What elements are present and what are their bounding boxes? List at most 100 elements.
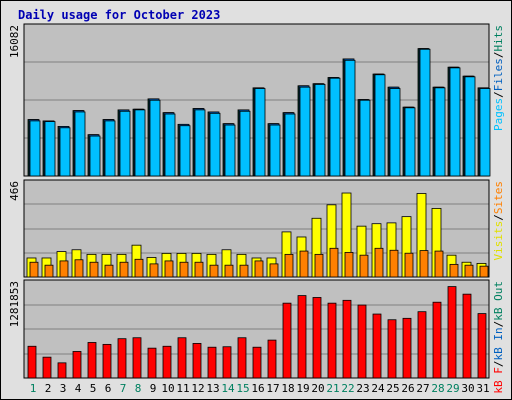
bar-kbf-day-22: [342, 299, 352, 379]
bar-kbf-day-3: [57, 362, 67, 379]
bar-kbf-day-11: [177, 337, 187, 379]
bar-kbf-day-17: [267, 339, 277, 379]
bar-sites-day-29: [449, 263, 459, 278]
bar-sites-day-30: [464, 264, 474, 278]
bar-sites-day-23: [359, 254, 369, 278]
bar-pages-day-8: [134, 109, 146, 177]
bar-kbf-day-29: [447, 286, 457, 379]
bar-kbf-day-13: [207, 346, 217, 379]
bar-kbf-day-24: [372, 313, 382, 379]
bar-kbf-day-30: [462, 293, 472, 379]
bar-pages-day-6: [104, 120, 116, 177]
bar-pages-day-19: [299, 86, 311, 177]
bar-pages-day-26: [404, 107, 416, 177]
bar-sites-day-9: [149, 263, 159, 278]
x-tick-label-day-29: 29: [446, 382, 459, 395]
x-tick-label-day-28: 28: [431, 382, 444, 395]
bar-sites-day-10: [164, 260, 174, 278]
bar-sites-day-7: [119, 261, 129, 278]
bar-sites-day-28: [434, 250, 444, 278]
bar-pages-day-22: [344, 59, 356, 177]
bar-kbf-day-15: [237, 337, 247, 379]
bar-sites-day-17: [269, 263, 279, 278]
bar-kbf-day-8: [132, 337, 142, 379]
bar-kbf-day-23: [357, 304, 367, 379]
x-tick-label-day-17: 17: [266, 382, 279, 395]
x-tick-label-day-22: 22: [341, 382, 354, 395]
bar-pages-day-16: [254, 88, 266, 177]
bar-pages-day-3: [59, 127, 71, 177]
bar-sites-day-18: [284, 253, 294, 278]
bar-sites-day-25: [389, 249, 399, 278]
panel-1-ymax-label: 16082: [8, 25, 21, 58]
bar-pages-day-10: [164, 113, 176, 177]
bar-pages-day-12: [194, 109, 206, 177]
bar-pages-day-27: [419, 48, 431, 177]
x-tick-label-day-7: 7: [120, 382, 127, 395]
x-tick-label-day-23: 23: [356, 382, 369, 395]
bar-pages-day-7: [119, 110, 131, 177]
panel-3-axis-label: kB F/kB In/kB Out: [492, 281, 505, 394]
bar-kbf-day-2: [42, 356, 52, 379]
bar-pages-day-18: [284, 113, 296, 177]
bar-kbf-day-27: [417, 311, 427, 379]
axis-label-segment: kB In: [492, 327, 505, 360]
bar-sites-day-15: [239, 264, 249, 278]
bar-sites-day-6: [104, 264, 114, 278]
bar-kbf-day-31: [477, 313, 487, 379]
bar-pages-day-13: [209, 112, 221, 177]
bar-pages-day-20: [314, 84, 326, 177]
axis-label-segment: /: [492, 321, 505, 328]
bar-pages-day-25: [389, 88, 401, 177]
axis-label-segment: /: [492, 214, 505, 221]
x-tick-label-day-18: 18: [281, 382, 294, 395]
axis-label-segment: /: [492, 52, 505, 59]
bar-sites-day-8: [134, 258, 144, 278]
x-tick-label-day-1: 1: [30, 382, 37, 395]
x-tick-label-day-16: 16: [251, 382, 264, 395]
bar-sites-day-19: [299, 250, 309, 278]
bar-pages-day-9: [149, 99, 161, 177]
axis-label-segment: Files: [492, 58, 505, 91]
bar-sites-day-14: [224, 264, 234, 278]
axis-label-segment: /: [492, 91, 505, 98]
x-tick-label-day-6: 6: [105, 382, 112, 395]
chart-title: Daily usage for October 2023: [18, 8, 221, 22]
x-tick-label-day-14: 14: [221, 382, 235, 395]
x-tick-label-day-12: 12: [191, 382, 204, 395]
bar-kbf-day-14: [222, 346, 232, 379]
axis-label-segment: Sites: [492, 181, 505, 214]
x-tick-label-day-21: 21: [326, 382, 339, 395]
bar-sites-day-24: [374, 247, 384, 278]
bar-pages-day-2: [44, 121, 56, 177]
panel-2-axis-label: Visits/Sites: [492, 181, 505, 261]
bar-sites-day-3: [59, 260, 69, 278]
axis-label-segment: /: [492, 361, 505, 368]
bar-kbf-day-26: [402, 317, 412, 379]
axis-label-segment: kB F: [492, 367, 505, 394]
x-tick-label-day-11: 11: [176, 382, 189, 395]
x-tick-label-day-4: 4: [75, 382, 82, 395]
bar-pages-day-5: [89, 135, 101, 177]
x-tick-label-day-30: 30: [461, 382, 474, 395]
bar-sites-day-22: [344, 251, 354, 278]
x-tick-label-day-24: 24: [371, 382, 385, 395]
panel-1-axis-label: Pages/Files/Hits: [492, 25, 505, 131]
x-tick-label-day-10: 10: [161, 382, 174, 395]
bar-kbf-day-21: [327, 302, 337, 379]
bar-pages-day-28: [434, 87, 446, 177]
x-tick-label-day-9: 9: [150, 382, 157, 395]
bar-pages-day-21: [329, 77, 341, 177]
x-tick-label-day-8: 8: [135, 382, 142, 395]
bar-kbf-day-18: [282, 302, 292, 379]
bar-pages-day-30: [464, 76, 476, 177]
bar-sites-day-16: [254, 260, 264, 278]
bar-sites-day-1: [29, 261, 39, 278]
bar-sites-day-31: [479, 265, 489, 278]
bar-sites-day-2: [44, 264, 54, 278]
bar-pages-day-15: [239, 110, 251, 177]
bar-pages-day-29: [449, 67, 461, 177]
x-tick-label-day-2: 2: [45, 382, 52, 395]
bar-kbf-day-28: [432, 301, 442, 379]
